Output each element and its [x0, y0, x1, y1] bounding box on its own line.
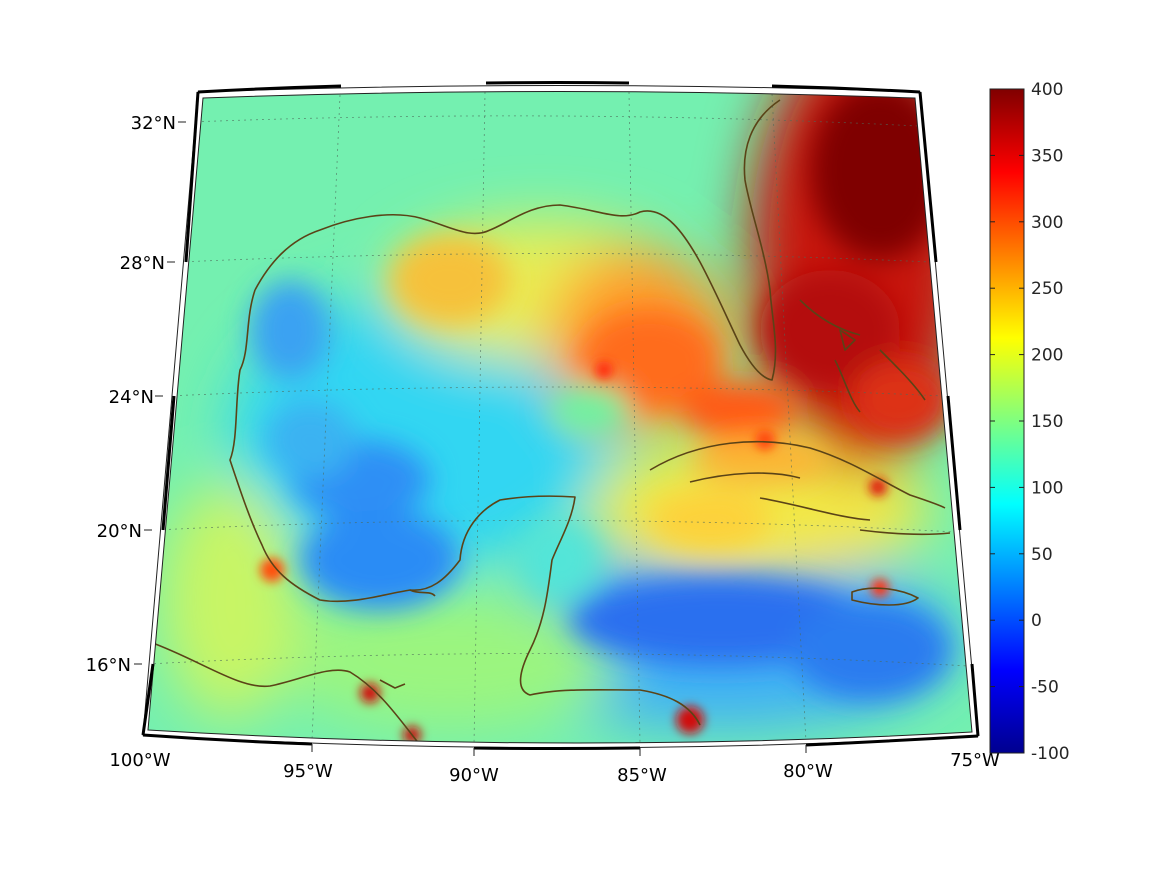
lat-label-20n: 20°N: [97, 521, 142, 542]
lat-label-24n: 24°N: [109, 387, 154, 408]
lon-label-90w: 90°W: [449, 765, 499, 786]
colorbar-tick-label: -50: [1031, 678, 1059, 698]
lat-label-16n: 16°N: [86, 655, 131, 676]
colorbar-tick-label: 50: [1031, 545, 1053, 565]
colorbar-gradient: [989, 88, 1025, 754]
colorbar-tick-label: 200: [1031, 346, 1063, 366]
colorbar: 400 350 300 250 200 150 100 50 0 -50 -100: [989, 80, 1070, 764]
lat-label-28n: 28°N: [120, 253, 165, 274]
colorbar-tick-label: 0: [1031, 611, 1042, 631]
colorbar-tick-label: 100: [1031, 478, 1063, 498]
map-frame: [134, 81, 980, 756]
coastlines: [149, 99, 951, 744]
lon-label-100w: 100°W: [109, 750, 170, 771]
lon-label-95w: 95°W: [283, 761, 333, 782]
lat-label-32n: 32°N: [131, 113, 176, 134]
longitude-labels: 100°W 95°W 90°W 85°W 80°W 75°W: [109, 750, 1000, 786]
heatmap-field: [148, 91, 972, 744]
lon-label-85w: 85°W: [617, 765, 667, 786]
lon-label-80w: 80°W: [783, 761, 833, 782]
colorbar-tick-label: 250: [1031, 279, 1063, 299]
graticule: [148, 91, 969, 744]
colorbar-tick-label: 350: [1031, 146, 1063, 166]
colorbar-tick-label: 150: [1031, 412, 1063, 432]
colorbar-ticks: 400 350 300 250 200 150 100 50 0 -50 -100: [990, 80, 1070, 764]
lon-label-75w: 75°W: [950, 750, 1000, 771]
latitude-labels: 32°N 28°N 24°N 20°N 16°N: [86, 113, 176, 676]
colorbar-tick-label: 300: [1031, 213, 1063, 233]
colorbar-tick-label: -100: [1031, 744, 1070, 764]
colorbar-tick-label: 400: [1031, 80, 1063, 100]
